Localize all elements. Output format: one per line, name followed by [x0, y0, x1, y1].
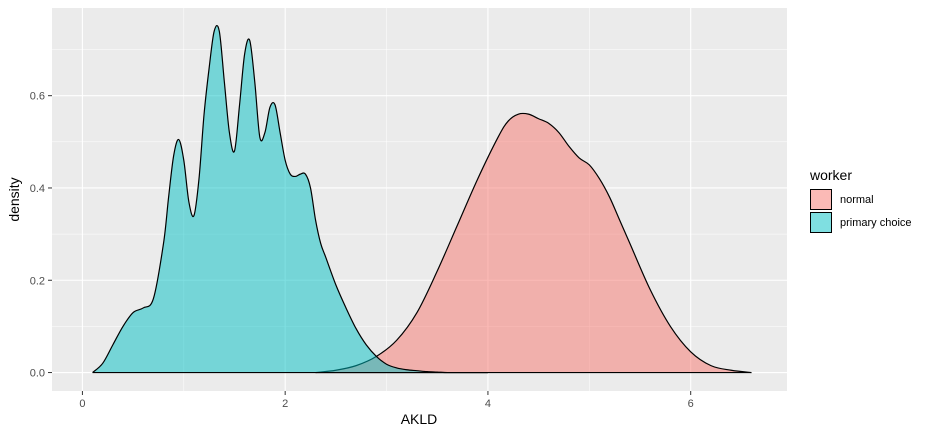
density-curve-primary-choice: [92, 24, 488, 374]
legend-title: worker: [809, 167, 852, 183]
y-tick-label: 0.0: [30, 368, 45, 380]
legend-label-primary-choice: primary choice: [840, 217, 912, 229]
legend-label-normal: normal: [840, 194, 874, 206]
x-axis: 0 2 4 6: [79, 391, 694, 410]
density-curve-normal: [315, 112, 752, 374]
y-axis: 0.0 0.2 0.4 0.6: [30, 91, 52, 380]
y-axis-title: density: [6, 177, 22, 221]
y-tick-label: 0.4: [30, 183, 45, 195]
x-tick-label: 4: [485, 398, 491, 410]
y-tick-label: 0.2: [30, 275, 45, 287]
x-tick-label: 0: [79, 398, 85, 410]
legend: worker normal primary choice: [809, 167, 912, 233]
legend-key-normal: [810, 189, 832, 210]
density-area-normal: [315, 113, 752, 373]
legend-key-primary-choice: [810, 212, 832, 233]
legend-entry-normal: normal: [810, 189, 874, 210]
x-tick-label: 6: [688, 398, 694, 410]
density-area-primary-choice: [92, 25, 488, 373]
y-tick-label: 0.6: [30, 91, 45, 103]
legend-entry-primary-choice: primary choice: [810, 212, 912, 233]
x-axis-title: AKLD: [401, 411, 438, 427]
series-layer: [92, 24, 752, 374]
x-tick-label: 2: [282, 398, 288, 410]
